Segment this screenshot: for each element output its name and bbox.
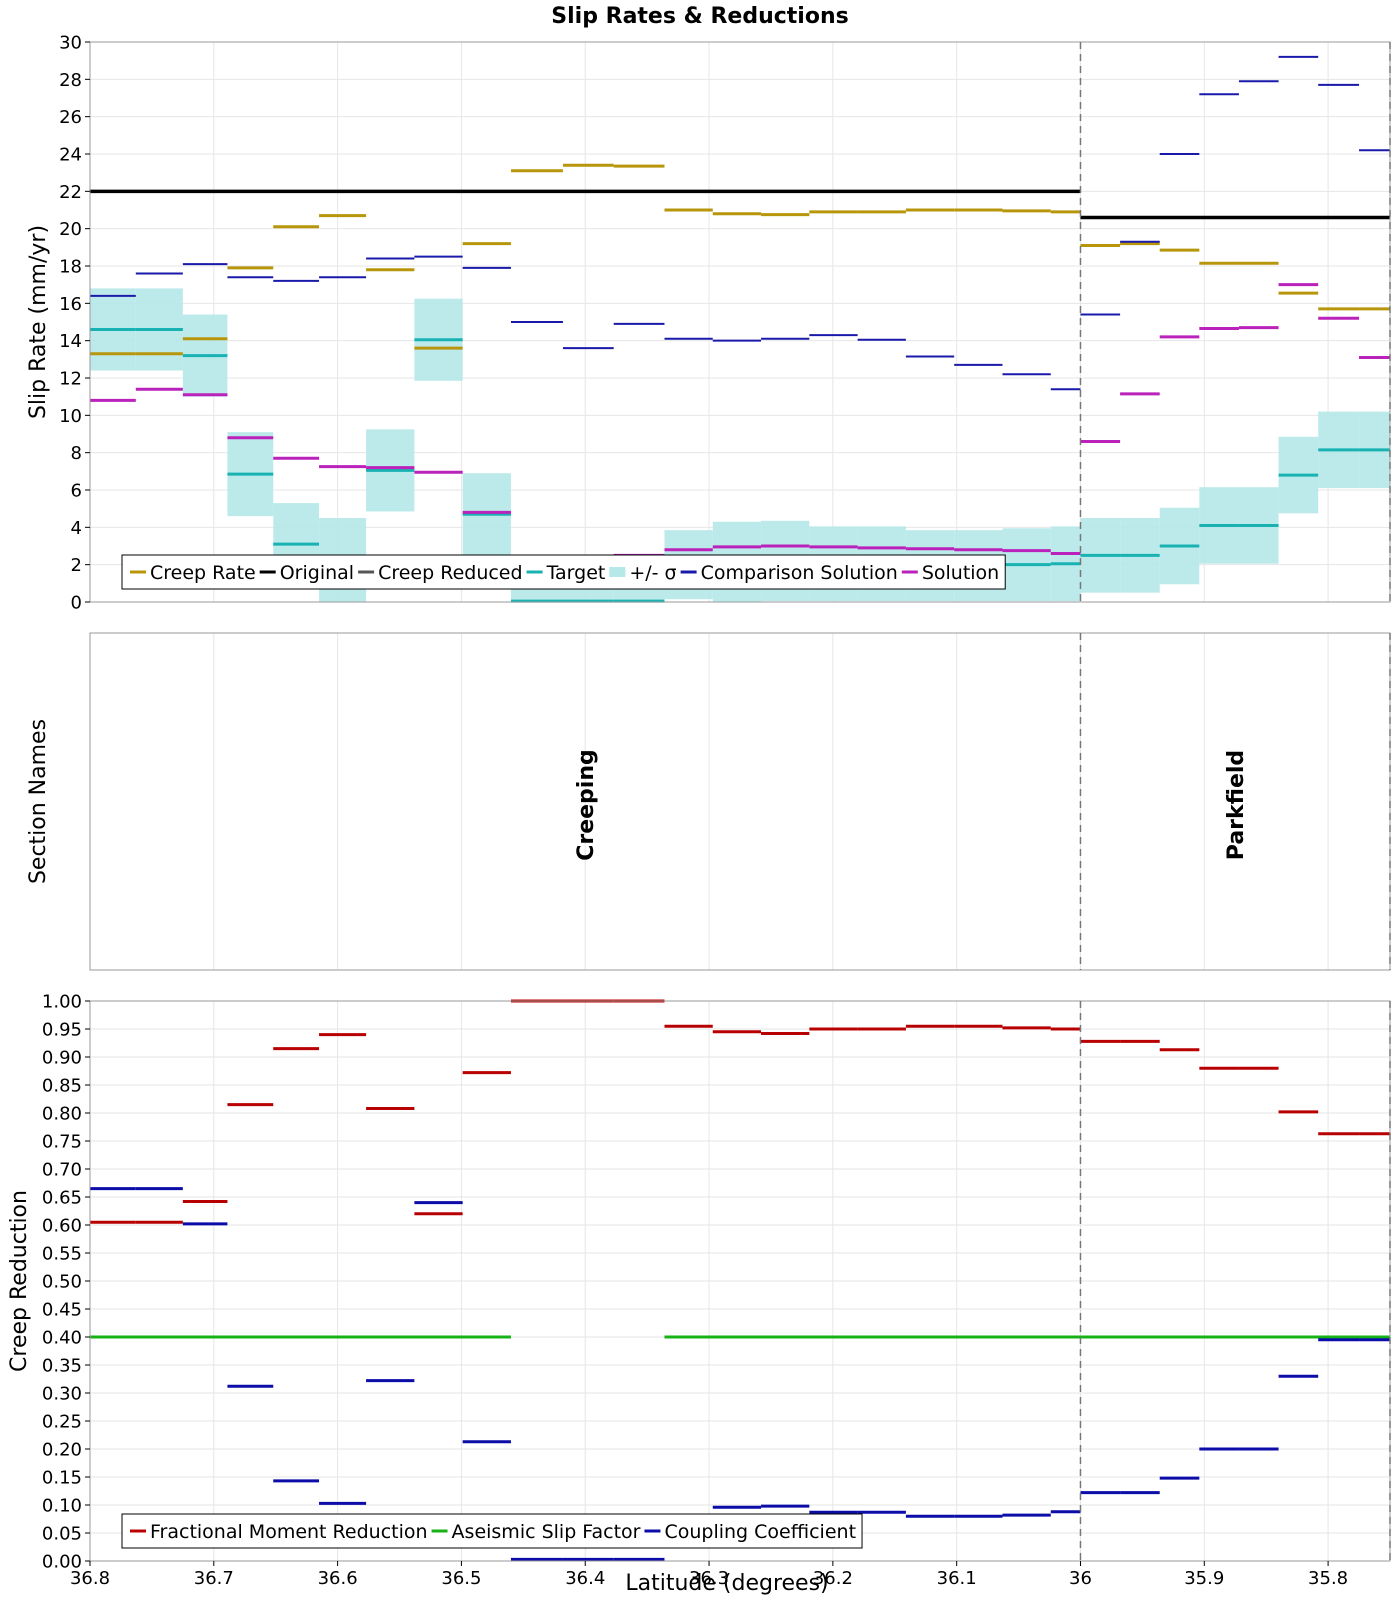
y-tick-label: 0.50 bbox=[42, 1272, 82, 1293]
y-tick-label: 12 bbox=[59, 369, 82, 390]
legend-aseismic-slip-factor: Aseismic Slip Factor bbox=[452, 1521, 641, 1543]
section-name-label: Parkfield bbox=[1224, 750, 1249, 860]
x-tick-label: 35.8 bbox=[1308, 1568, 1348, 1589]
x-tick-label: 36.3 bbox=[689, 1568, 729, 1589]
x-tick-label: 36.7 bbox=[194, 1568, 234, 1589]
x-tick-label: 36.2 bbox=[813, 1568, 853, 1589]
y-tick-label: 0.90 bbox=[42, 1048, 82, 1069]
x-tick-label: 35.9 bbox=[1184, 1568, 1224, 1589]
y-tick-label: 0.40 bbox=[42, 1328, 82, 1349]
y-tick-label: 0.75 bbox=[42, 1132, 82, 1153]
section-name-label: Creeping bbox=[574, 749, 599, 861]
y-tick-label: 10 bbox=[59, 406, 82, 427]
y-tick-label: 0.85 bbox=[42, 1076, 82, 1097]
grid-layer bbox=[89, 41, 1390, 1562]
y-tick-label: 20 bbox=[59, 219, 82, 240]
legend-sigma: +/- σ bbox=[629, 562, 676, 584]
y-tick-label: 8 bbox=[71, 443, 82, 464]
legend-layer: Creep Rate Original Creep Reduced Target +/-… bbox=[121, 554, 1006, 1549]
legend: Fractional Moment Reduction Aseismic Slip… bbox=[121, 1513, 863, 1549]
y-tick-label: 0.35 bbox=[42, 1356, 82, 1377]
legend-creep-rate: Creep Rate bbox=[150, 562, 256, 584]
y-tick-label: 0.15 bbox=[42, 1468, 82, 1489]
y-tick-label: 0.00 bbox=[42, 1552, 82, 1573]
y-tick-label: 26 bbox=[59, 107, 82, 128]
y-tick-label: 30 bbox=[59, 33, 82, 54]
y-tick-label: 14 bbox=[59, 331, 82, 352]
x-tick-label: 36.5 bbox=[441, 1568, 481, 1589]
legend-box bbox=[121, 1513, 863, 1549]
legend-comparison-solution: Comparison Solution bbox=[701, 562, 898, 584]
y-axis-label: Creep Reduction bbox=[7, 1190, 32, 1372]
x-axis-label: Latitude (degrees) bbox=[625, 1571, 828, 1596]
x-tick-label: 36.1 bbox=[937, 1568, 977, 1589]
y-tick-label: 0.55 bbox=[42, 1244, 82, 1265]
chart-title: Slip Rates & Reductions bbox=[551, 4, 848, 29]
frame-layer bbox=[85, 41, 1391, 1566]
x-tick-label: 36.6 bbox=[318, 1568, 358, 1589]
y-tick-label: 0.80 bbox=[42, 1104, 82, 1125]
x-tick-label: 36.4 bbox=[565, 1568, 605, 1589]
data-layer bbox=[90, 55, 1390, 1561]
y-tick-label: 16 bbox=[59, 294, 82, 315]
legend-coupling-coefficient: Coupling Coefficient bbox=[664, 1521, 856, 1543]
panel-frame bbox=[89, 632, 1391, 971]
y-tick-label: 0.25 bbox=[42, 1412, 82, 1433]
y-tick-label: 2 bbox=[71, 555, 82, 576]
y-tick-label: 1.00 bbox=[42, 992, 82, 1013]
y-tick-label: 0.05 bbox=[42, 1524, 82, 1545]
y-tick-label: 4 bbox=[71, 518, 82, 539]
legend-fractional-moment-reduction: Fractional Moment Reduction bbox=[150, 1521, 428, 1543]
legend: Creep Rate Original Creep Reduced Target +/-… bbox=[121, 554, 1006, 590]
y-tick-label: 0.20 bbox=[42, 1440, 82, 1461]
x-tick-label: 36 bbox=[1069, 1568, 1092, 1589]
y-tick-label: 28 bbox=[59, 70, 82, 91]
y-tick-label: 0.70 bbox=[42, 1160, 82, 1181]
y-axis-label: Slip Rate (mm/yr) bbox=[26, 225, 51, 419]
y-tick-label: 24 bbox=[59, 145, 82, 166]
y-tick-label: 6 bbox=[71, 481, 82, 502]
y-tick-label: 18 bbox=[59, 257, 82, 278]
y-axis-label: Section Names bbox=[26, 719, 51, 884]
y-tick-label: 0.60 bbox=[42, 1216, 82, 1237]
y-tick-label: 0.45 bbox=[42, 1300, 82, 1321]
legend-target: Target bbox=[546, 562, 606, 584]
legend-swatch bbox=[609, 567, 626, 577]
legend-creep-reduced: Creep Reduced bbox=[378, 562, 522, 584]
y-tick-label: 0 bbox=[71, 593, 82, 614]
legend-original: Original bbox=[280, 562, 354, 584]
y-tick-label: 0.95 bbox=[42, 1020, 82, 1041]
y-tick-label: 0.10 bbox=[42, 1496, 82, 1517]
y-tick-label: 0.65 bbox=[42, 1188, 82, 1209]
y-tick-label: 0.30 bbox=[42, 1384, 82, 1405]
x-tick-label: 36.8 bbox=[70, 1568, 110, 1589]
y-tick-label: 22 bbox=[59, 182, 82, 203]
legend-solution: Solution bbox=[922, 562, 999, 584]
